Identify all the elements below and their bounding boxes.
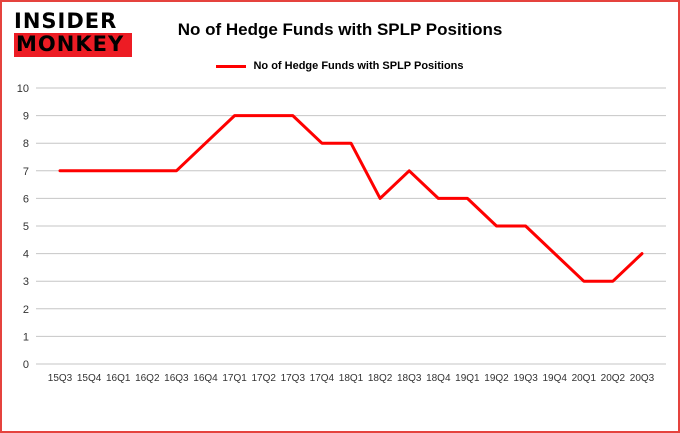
x-tick-label: 17Q4 [310,373,335,384]
y-tick-label: 9 [23,111,29,123]
insider-monkey-logo: INSIDER MONKEY [14,9,133,58]
x-tick-label: 16Q1 [106,373,131,384]
x-tick-label: 17Q3 [281,373,306,384]
x-tick-label: 16Q3 [164,373,189,384]
x-tick-label: 18Q1 [339,373,364,384]
y-tick-label: 5 [23,221,29,233]
x-tick-label: 19Q1 [455,373,480,384]
logo-text-insider: INSIDER [14,9,118,33]
y-tick-label: 7 [23,166,29,178]
y-tick-label: 3 [23,276,29,288]
x-tick-label: 15Q3 [48,373,73,384]
legend-line-icon [216,64,247,68]
x-tick-label: 20Q2 [601,373,626,384]
y-tick-label: 1 [23,331,29,343]
x-tick-label: 17Q1 [222,373,247,384]
x-tick-label: 18Q3 [397,373,422,384]
legend: No of Hedge Funds with SPLP Positions [2,60,678,72]
x-tick-label: 20Q1 [572,373,597,384]
x-tick-label: 19Q2 [484,373,509,384]
y-tick-label: 10 [17,83,29,95]
x-tick-label: 17Q2 [251,373,276,384]
y-tick-label: 6 [23,193,29,205]
y-tick-label: 4 [23,249,29,261]
legend-label: No of Hedge Funds with SPLP Positions [253,60,464,72]
x-tick-label: 19Q4 [542,373,567,384]
y-tick-label: 0 [23,359,29,371]
logo-text-monkey: MONKEY [14,33,133,58]
x-tick-label: 19Q3 [513,373,538,384]
x-tick-label: 18Q4 [426,373,451,384]
x-tick-label: 20Q3 [630,373,655,384]
x-tick-label: 15Q4 [77,373,102,384]
chart-title: No of Hedge Funds with SPLP Positions [177,20,503,39]
y-tick-label: 2 [23,304,29,316]
x-tick-label: 16Q4 [193,373,218,384]
x-tick-label: 18Q2 [368,373,393,384]
x-tick-label: 16Q2 [135,373,160,384]
y-tick-label: 8 [23,138,29,150]
data-series-line [58,114,644,283]
